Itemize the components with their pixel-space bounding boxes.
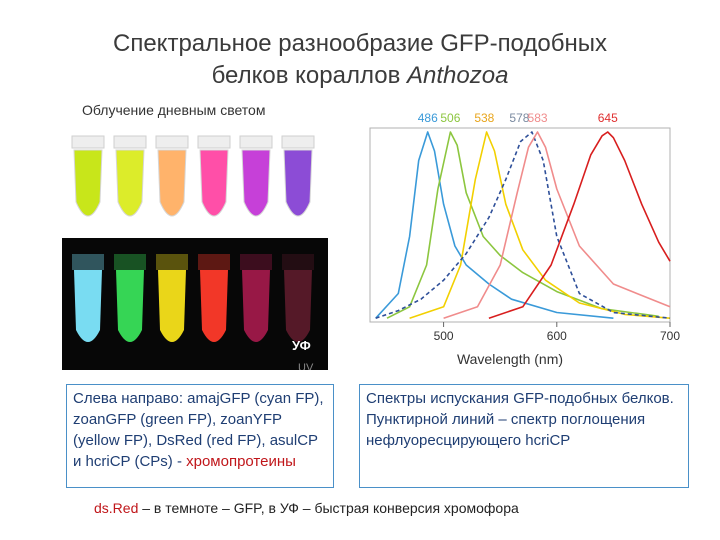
tube-liquid xyxy=(200,270,228,342)
title-species: Anthozoa xyxy=(407,62,509,89)
tube-liquid xyxy=(74,270,102,342)
x-axis-label: Wavelength (nm) xyxy=(457,351,563,367)
tube-cap xyxy=(114,254,146,270)
title-line-1: Спектральное разнообразие GFP-подобных xyxy=(113,30,607,57)
tube xyxy=(198,254,230,342)
tube-cap xyxy=(71,135,105,149)
x-tick-label: 500 xyxy=(434,329,454,343)
tube-liquid xyxy=(115,149,145,217)
plot-frame xyxy=(369,127,671,323)
tube-cap xyxy=(72,254,104,270)
tube-cap xyxy=(155,135,189,149)
tube-liquid xyxy=(73,149,103,217)
uv-label-en: UV xyxy=(298,362,314,370)
uv-photo: УФ UV xyxy=(62,238,328,370)
tube xyxy=(240,254,272,342)
right-caption-text: Спектры испускания GFP-подобных белков. … xyxy=(366,390,674,449)
peak-label: 578 xyxy=(509,111,529,125)
left-caption-text: Слева направо: amajGFP (cyan FP), zoanGF… xyxy=(73,390,324,470)
left-caption-highlight: хромопротеины xyxy=(186,453,296,470)
tube-cap xyxy=(239,135,273,149)
tube-liquid xyxy=(116,270,144,342)
tube xyxy=(239,135,273,217)
tube xyxy=(197,135,231,217)
peak-label: 538 xyxy=(474,111,494,125)
uv-label: УФ xyxy=(292,338,311,353)
tube xyxy=(281,135,315,217)
title-line-2-text: белков кораллов xyxy=(211,62,407,89)
tube xyxy=(282,254,314,342)
tube-cap xyxy=(156,254,188,270)
tube xyxy=(114,254,146,342)
tube-liquid xyxy=(158,270,186,342)
tube-liquid xyxy=(242,270,270,342)
x-tick-label: 600 xyxy=(547,329,567,343)
right-caption-box: Спектры испускания GFP-подобных белков. … xyxy=(359,384,689,488)
tube-cap xyxy=(198,254,230,270)
tube-liquid xyxy=(157,149,187,217)
tube-cap xyxy=(113,135,147,149)
uv-tubes xyxy=(72,254,314,342)
series-line xyxy=(488,131,671,319)
tube-cap xyxy=(240,254,272,270)
tube-liquid xyxy=(284,270,312,342)
x-tick-label: 700 xyxy=(660,329,680,343)
tube xyxy=(156,254,188,342)
tube-liquid xyxy=(241,149,271,217)
tube-cap xyxy=(282,254,314,270)
series-line xyxy=(443,131,671,319)
peak-label: 486 xyxy=(418,111,438,125)
title-line-2: белков кораллов Anthozoa xyxy=(0,60,720,92)
tube xyxy=(113,135,147,217)
daylight-photo: Облучение дневным светом xyxy=(62,100,328,236)
slide-title: Спектральное разнообразие GFP-подобных б… xyxy=(0,28,720,92)
tube-liquid xyxy=(199,149,229,217)
tube xyxy=(72,254,104,342)
daylight-tubes xyxy=(71,135,315,217)
tube xyxy=(155,135,189,217)
footer-note: ds.Red – в темноте – GFP, в УФ – быстрая… xyxy=(94,500,519,516)
series-line xyxy=(375,131,671,319)
series-line xyxy=(375,131,614,319)
tube-liquid xyxy=(283,149,313,217)
tube-cap xyxy=(281,135,315,149)
series-line xyxy=(409,131,671,319)
peak-label: 583 xyxy=(528,111,548,125)
peak-label: 506 xyxy=(440,111,460,125)
tube-cap xyxy=(197,135,231,149)
footer-highlight: ds.Red xyxy=(94,500,139,516)
peak-label: 645 xyxy=(598,111,618,125)
footer-text: – в темноте – GFP, в УФ – быстрая конвер… xyxy=(138,500,519,516)
tube xyxy=(71,135,105,217)
left-caption-box: Слева направо: amajGFP (cyan FP), zoanGF… xyxy=(66,384,334,488)
series-line xyxy=(386,131,659,319)
daylight-caption: Облучение дневным светом xyxy=(82,102,266,118)
